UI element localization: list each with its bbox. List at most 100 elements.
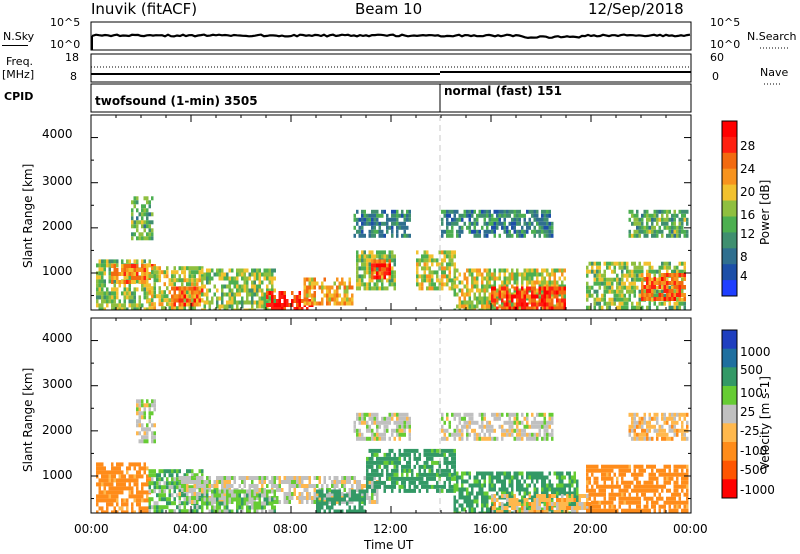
power-cell-region-0 [143,295,146,300]
power-cell-region-15 [638,293,641,298]
velocity-cell-region-0 [136,462,139,467]
power-cell-region-11 [428,254,431,259]
power-cell-region-5 [236,300,239,305]
velocity-cell-region-8 [518,471,521,476]
power-cell-region-16 [648,273,651,277]
velocity-cell-region-9 [533,506,536,510]
velocity-cell-region-7 [358,416,361,421]
power-cell-region-4 [176,298,179,303]
velocity-cell-region-6 [366,480,369,485]
velocity-cell-region-2 [198,505,201,510]
velocity-cell-region-8 [466,487,469,492]
velocity-cell-region-8 [471,491,474,496]
power-cell-region-14 [548,229,551,234]
power-cell-region-5 [241,304,244,309]
velocity-cell-region-3 [293,480,296,484]
power-cell-region-15 [636,301,639,306]
velocity-cell-region-8 [531,475,534,480]
power-cell-region-0 [101,267,104,272]
velocity-cell-region-4 [218,489,221,494]
velocity-cell-region-7 [378,424,381,429]
velocity-cell-region-8 [566,491,569,496]
nsky-series-line [91,33,691,40]
power-cell-region-5 [228,288,231,293]
velocity-cell-region-3 [283,480,286,484]
velocity-cell-region-5 [323,509,326,513]
velocity-cell-region-4 [251,493,254,498]
power-cell-region-14 [481,213,484,218]
power-cell-region-13 [526,286,529,291]
power-cell-region-0 [103,307,106,310]
power-cell-region-17 [633,217,636,222]
power-cell-region-5 [271,276,274,281]
velocity-cell-region-4 [206,489,209,494]
velocity-cell-region-10 [478,412,481,417]
velocity-cell-region-8 [503,475,506,480]
power-cell-region-17 [666,209,669,214]
power-cell-region-14 [533,213,536,218]
power-cell-region-0 [138,307,141,310]
power-cell-region-10 [356,209,359,214]
power-cell-region-2 [141,208,144,213]
power-cell-region-10 [393,209,396,214]
power-cell-region-7 [306,285,309,290]
power-cell-region-0 [136,259,139,264]
power-cell-region-9 [378,267,381,272]
velocity-cell-region-6 [408,488,411,493]
power-cell-region-17 [648,217,651,222]
velocity-cell-region-5 [321,493,324,498]
velocity-cell-region-4 [261,501,264,506]
velocity-cell-region-9 [571,510,574,513]
velocity-cell-region-10 [491,428,494,433]
power-cell-region-7 [306,289,309,294]
velocity-cell-region-6 [426,488,429,493]
power-cell-region-11 [443,254,446,259]
velocity-cell-region-3 [343,476,346,480]
velocity-cell-region-5 [348,505,351,510]
power-cell-region-5 [238,300,241,305]
power-cell-region-2 [131,232,134,237]
power-cell-region-7 [311,297,314,302]
velocity-cell-region-4 [233,489,236,494]
power-cell-region-0 [96,283,99,288]
velocity-cell-region-1 [141,423,144,428]
velocity-cell-region-2 [178,509,181,513]
velocity-cell-region-10 [456,424,459,429]
velocity-cell-region-3 [221,496,224,500]
velocity-cell-region-11 [603,480,606,485]
power-cell-region-8 [381,254,384,259]
velocity-cell-region-4 [266,493,269,498]
velocity-cell-region-2 [173,477,176,482]
velocity-cell-region-6 [381,468,384,473]
velocity-cell-region-9 [506,506,509,510]
power-cell-region-4 [181,294,184,299]
power-cell-region-3 [163,294,166,299]
power-cell-region-17 [656,229,659,234]
velocity-cell-region-6 [391,472,394,477]
power-cell-region-5 [206,288,209,293]
power-cell-region-13 [496,298,499,303]
power-cell-region-17 [678,209,681,214]
power-cell-region-0 [101,275,104,280]
power-cell-region-15 [668,305,671,310]
velocity-cell-region-8 [471,487,474,492]
velocity-cell-region-7 [353,420,356,425]
power-cell-region-5 [241,272,244,277]
velocity-cell-region-3 [376,492,379,496]
power-cell-region-3 [161,270,164,275]
velocity-cell-region-6 [371,448,374,453]
power-cell-region-13 [501,298,504,303]
velocity-cell-region-2 [153,505,156,510]
power-cell-region-12 [473,284,476,289]
power-cell-region-16 [648,277,651,281]
power-cell-region-5 [243,268,246,273]
power-cell-region-5 [201,292,204,297]
velocity-cell-region-6 [391,480,394,485]
power-cell-region-11 [441,266,444,271]
velocity-cell-region-4 [201,493,204,498]
power-cell-region-5 [261,292,264,297]
power-cell-region-15 [606,281,609,286]
power-cell-region-17 [641,225,644,230]
velocity-cell-region-8 [568,475,571,480]
velocity-cell-region-6 [438,472,441,477]
